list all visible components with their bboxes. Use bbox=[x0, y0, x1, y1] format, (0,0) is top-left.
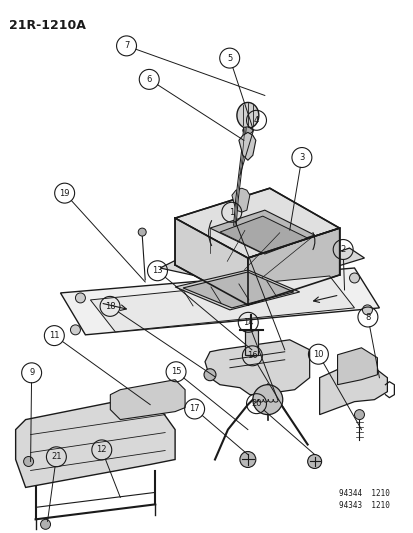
Polygon shape bbox=[175, 270, 299, 310]
Polygon shape bbox=[231, 188, 249, 212]
Polygon shape bbox=[160, 248, 363, 290]
Ellipse shape bbox=[236, 102, 258, 128]
Polygon shape bbox=[238, 132, 255, 160]
Circle shape bbox=[24, 456, 33, 466]
Polygon shape bbox=[183, 272, 293, 308]
Polygon shape bbox=[337, 348, 377, 385]
Text: 9: 9 bbox=[29, 368, 34, 377]
Text: 2: 2 bbox=[340, 245, 345, 254]
Text: 6: 6 bbox=[146, 75, 152, 84]
Polygon shape bbox=[175, 218, 247, 305]
Circle shape bbox=[204, 369, 216, 381]
Polygon shape bbox=[247, 228, 339, 305]
Text: 94344  1210: 94344 1210 bbox=[338, 489, 389, 498]
Text: 18: 18 bbox=[104, 302, 115, 311]
Text: 1: 1 bbox=[228, 208, 234, 217]
Circle shape bbox=[252, 385, 282, 415]
Text: 16: 16 bbox=[247, 351, 257, 360]
Text: 13: 13 bbox=[152, 266, 162, 275]
Polygon shape bbox=[319, 362, 387, 415]
Polygon shape bbox=[244, 330, 257, 355]
Polygon shape bbox=[219, 216, 307, 254]
Text: 17: 17 bbox=[189, 405, 199, 414]
Text: 11: 11 bbox=[49, 331, 59, 340]
Circle shape bbox=[75, 293, 85, 303]
Text: 21R-1210A: 21R-1210A bbox=[9, 19, 85, 31]
Polygon shape bbox=[110, 379, 185, 419]
Polygon shape bbox=[209, 210, 314, 253]
Text: 4: 4 bbox=[253, 116, 259, 125]
Circle shape bbox=[362, 305, 372, 315]
Text: 12: 12 bbox=[96, 446, 107, 455]
Circle shape bbox=[70, 325, 80, 335]
Text: 15: 15 bbox=[171, 367, 181, 376]
Circle shape bbox=[349, 273, 358, 283]
Polygon shape bbox=[204, 340, 309, 394]
Polygon shape bbox=[16, 394, 175, 487]
Circle shape bbox=[307, 455, 321, 469]
Text: 94343  1210: 94343 1210 bbox=[338, 502, 389, 511]
Text: 5: 5 bbox=[226, 54, 232, 62]
Text: 14: 14 bbox=[242, 318, 253, 327]
Text: 8: 8 bbox=[364, 312, 370, 321]
Text: 20: 20 bbox=[251, 399, 261, 408]
Circle shape bbox=[354, 410, 363, 419]
Text: 21: 21 bbox=[51, 453, 62, 462]
Text: 10: 10 bbox=[312, 350, 323, 359]
Polygon shape bbox=[90, 276, 354, 332]
Circle shape bbox=[138, 228, 146, 236]
Polygon shape bbox=[60, 268, 378, 335]
Polygon shape bbox=[175, 188, 339, 258]
Circle shape bbox=[239, 451, 255, 467]
Circle shape bbox=[40, 519, 50, 529]
Ellipse shape bbox=[242, 127, 252, 134]
Text: 7: 7 bbox=[123, 42, 129, 51]
Text: 3: 3 bbox=[299, 153, 304, 162]
Text: 19: 19 bbox=[59, 189, 70, 198]
